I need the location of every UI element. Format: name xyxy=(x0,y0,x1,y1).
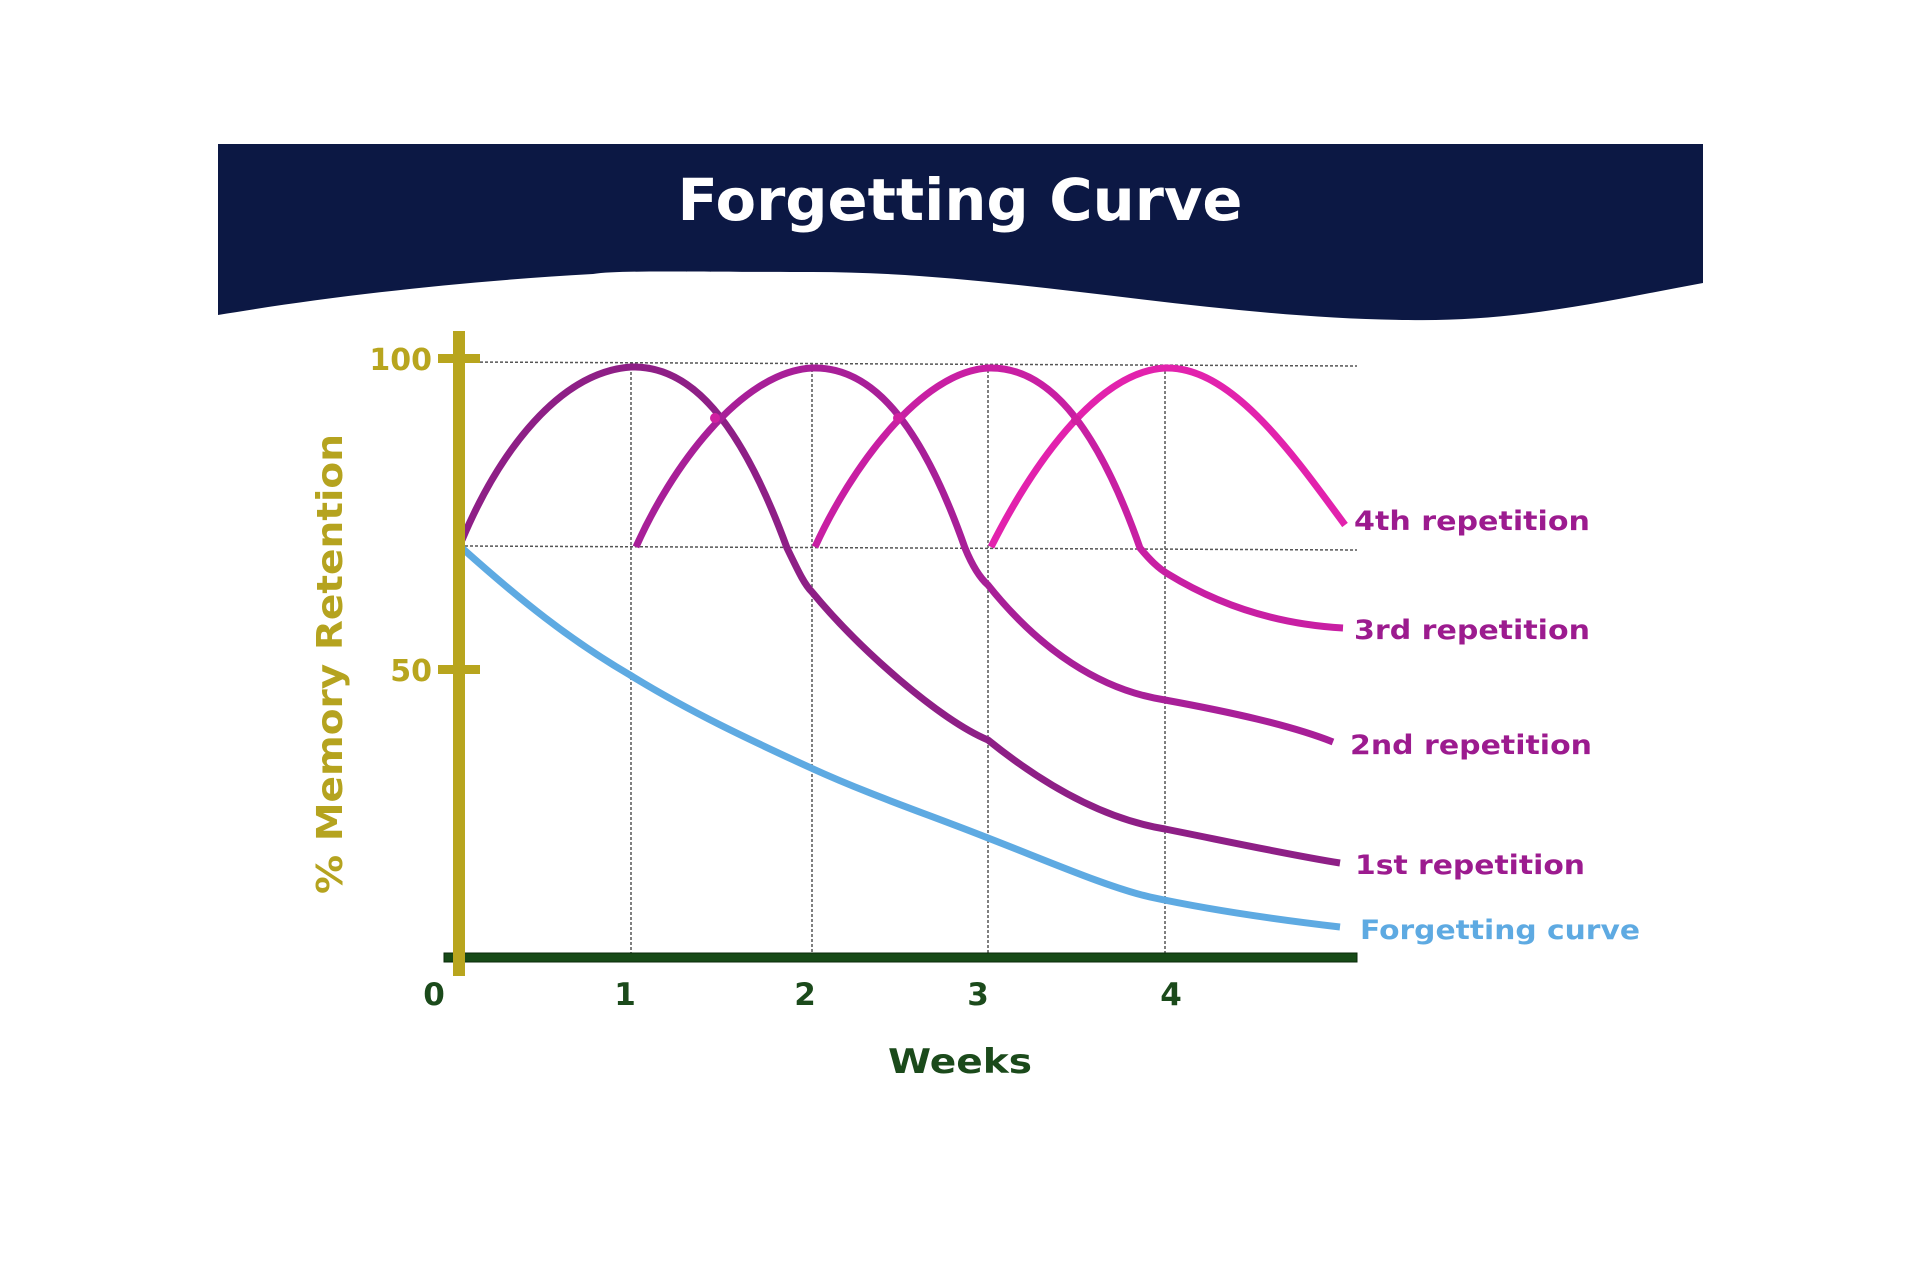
header-banner xyxy=(218,144,1703,321)
repetition-1-line xyxy=(458,363,1341,867)
legend-label-3rd-repetition: 3rd repetition xyxy=(1354,615,1590,646)
y-axis xyxy=(453,331,465,976)
x-tick-label-4: 4 xyxy=(1160,977,1182,1013)
x-axis xyxy=(443,952,1358,963)
x-tick-label-3: 3 xyxy=(967,977,989,1013)
forgetting-curve-line xyxy=(459,545,1341,931)
gridline-100 xyxy=(464,361,1358,367)
gridline-70 xyxy=(464,545,1358,551)
y-tick-100 xyxy=(438,354,480,363)
legend-label-1st-repetition: 1st repetition xyxy=(1355,850,1585,881)
chart-title: Forgetting Curve xyxy=(678,166,1243,234)
x-tick-label-2: 2 xyxy=(794,977,816,1013)
x-axis-label: Weeks xyxy=(888,1042,1032,1082)
y-axis-label: % Memory Retention xyxy=(310,434,351,894)
repetition-2-line xyxy=(632,364,1335,746)
repetition-4-line xyxy=(987,364,1348,549)
x-tick-label-0: 0 xyxy=(423,977,445,1013)
legend-label-4th-repetition: 4th repetition xyxy=(1354,506,1590,537)
crossing-points xyxy=(710,413,1081,425)
x-tick-labels: 0 1 2 3 4 xyxy=(423,977,1182,1013)
legend-label-forgetting-curve: Forgetting curve xyxy=(1360,915,1640,946)
y-tick-label-50: 50 xyxy=(390,654,432,689)
y-tick-50 xyxy=(438,665,480,674)
y-tick-label-100: 100 xyxy=(369,343,432,378)
x-tick-label-1: 1 xyxy=(614,977,636,1013)
legend-label-2nd-repetition: 2nd repetition xyxy=(1350,730,1592,761)
gridlines xyxy=(464,361,1358,955)
